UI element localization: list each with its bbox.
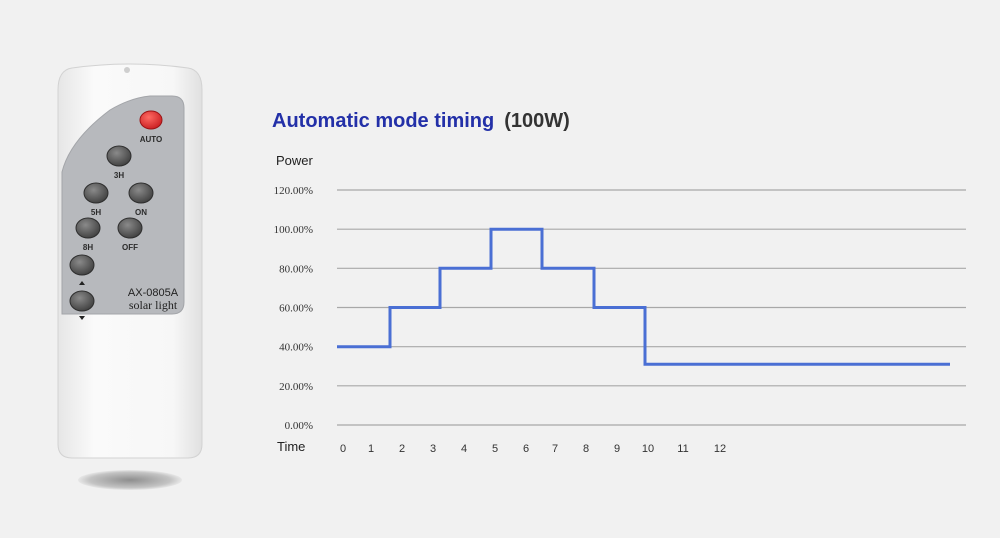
- x-tick-label: 3: [430, 443, 436, 455]
- 3h-button: [106, 145, 132, 167]
- model-subtitle: solar light: [129, 298, 178, 312]
- off-label: OFF: [122, 243, 138, 252]
- 8h-label: 8H: [83, 243, 93, 252]
- y-tick-label: 60.00%: [279, 303, 313, 315]
- series-group: [337, 227, 950, 366]
- chart-title-sub: (100W): [504, 110, 570, 132]
- chart-title-main: Automatic mode timing: [272, 110, 495, 132]
- y-ticks: 120.00% 100.00% 80.00% 60.00% 40.00% 20.00% 0.…: [274, 185, 313, 432]
- x-tick-label: 11: [677, 443, 688, 455]
- y-tick-label: 100.00%: [274, 224, 313, 236]
- series-line: [337, 227, 950, 366]
- auto-button: [139, 110, 163, 130]
- y-axis-label: Power: [276, 153, 314, 168]
- x-ticks: 0 1 2 3 4 5 6 7 8 9 10 11 12: [340, 443, 726, 455]
- brightness-up-icon: [79, 281, 85, 285]
- x-tick-label: 4: [461, 443, 467, 455]
- remote-control: AUTO 3H 5H ON 8H OFF AX-0805A solar ligh…: [57, 63, 203, 459]
- x-tick-label: 6: [523, 443, 529, 455]
- remote-shadow: [78, 470, 182, 490]
- x-tick-label: 12: [714, 443, 726, 455]
- x-tick-label: 9: [614, 443, 620, 455]
- 5h-label: 5H: [91, 208, 101, 217]
- x-tick-label: 2: [399, 443, 405, 455]
- y-tick-label: 80.00%: [279, 263, 313, 275]
- 5h-button: [83, 182, 109, 204]
- x-tick-label: 5: [492, 443, 498, 455]
- 8h-button: [75, 217, 101, 239]
- auto-label: AUTO: [140, 135, 163, 144]
- brightness-up-button: [69, 254, 95, 276]
- on-button: [128, 182, 154, 204]
- x-axis-label: Time: [277, 439, 305, 454]
- x-tick-label: 8: [583, 443, 589, 455]
- y-tick-label: 40.00%: [279, 342, 313, 354]
- model-label: AX-0805A: [128, 287, 179, 299]
- off-button: [117, 217, 143, 239]
- on-label: ON: [135, 208, 147, 217]
- 3h-label: 3H: [114, 171, 124, 180]
- chart-title: Automatic mode timing (100W): [272, 110, 570, 133]
- y-tick-label: 120.00%: [274, 185, 313, 197]
- x-tick-label: 1: [368, 443, 374, 455]
- brightness-down-icon: [79, 316, 85, 320]
- brightness-down-button: [69, 290, 95, 312]
- grid: [337, 189, 966, 426]
- x-tick-label: 10: [642, 443, 654, 455]
- x-tick-label: 0: [340, 443, 346, 455]
- x-tick-label: 7: [552, 443, 558, 455]
- y-tick-label: 20.00%: [279, 381, 313, 393]
- y-tick-label: 0.00%: [285, 420, 313, 432]
